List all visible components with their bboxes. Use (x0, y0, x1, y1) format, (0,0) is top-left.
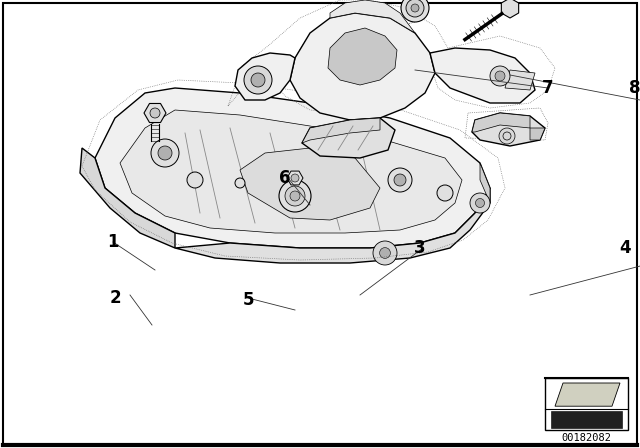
Circle shape (150, 108, 160, 118)
Circle shape (373, 241, 397, 265)
Text: 7: 7 (542, 79, 554, 97)
Circle shape (437, 185, 453, 201)
Polygon shape (120, 110, 462, 233)
Circle shape (279, 180, 311, 212)
Polygon shape (144, 103, 166, 122)
Circle shape (244, 66, 272, 94)
Circle shape (285, 186, 305, 206)
Polygon shape (555, 383, 620, 406)
Circle shape (499, 128, 515, 144)
Bar (545, 378, 628, 430)
Text: 5: 5 (243, 291, 253, 309)
Polygon shape (287, 171, 303, 185)
Polygon shape (480, 163, 490, 203)
Polygon shape (328, 28, 397, 85)
Circle shape (251, 73, 265, 87)
Polygon shape (80, 148, 175, 248)
Polygon shape (530, 128, 545, 140)
Circle shape (490, 66, 510, 86)
Circle shape (187, 172, 203, 188)
Polygon shape (330, 0, 415, 33)
Polygon shape (240, 148, 380, 220)
Text: 00182082: 00182082 (561, 433, 611, 443)
Circle shape (380, 248, 390, 258)
Circle shape (394, 174, 406, 186)
Polygon shape (430, 48, 535, 103)
Polygon shape (302, 118, 380, 143)
Bar (551, 411, 622, 428)
Polygon shape (302, 118, 395, 158)
Circle shape (158, 146, 172, 160)
Text: 1: 1 (108, 233, 119, 251)
Circle shape (290, 191, 300, 201)
Polygon shape (235, 53, 295, 100)
Circle shape (503, 132, 511, 140)
Polygon shape (175, 188, 490, 263)
Circle shape (151, 139, 179, 167)
Text: 8: 8 (629, 79, 640, 97)
Polygon shape (290, 13, 435, 120)
Text: 6: 6 (279, 169, 291, 187)
Polygon shape (505, 70, 535, 90)
Polygon shape (472, 113, 530, 132)
Text: 3: 3 (414, 239, 426, 257)
Polygon shape (95, 88, 490, 248)
Circle shape (411, 4, 419, 12)
Text: 4: 4 (619, 239, 631, 257)
Circle shape (495, 71, 505, 81)
Circle shape (291, 174, 299, 182)
Circle shape (406, 0, 424, 17)
Polygon shape (501, 0, 518, 18)
Circle shape (470, 193, 490, 213)
Circle shape (476, 198, 484, 207)
Polygon shape (472, 113, 545, 146)
Circle shape (235, 178, 245, 188)
Text: 2: 2 (109, 289, 121, 307)
Circle shape (401, 0, 429, 22)
Circle shape (388, 168, 412, 192)
